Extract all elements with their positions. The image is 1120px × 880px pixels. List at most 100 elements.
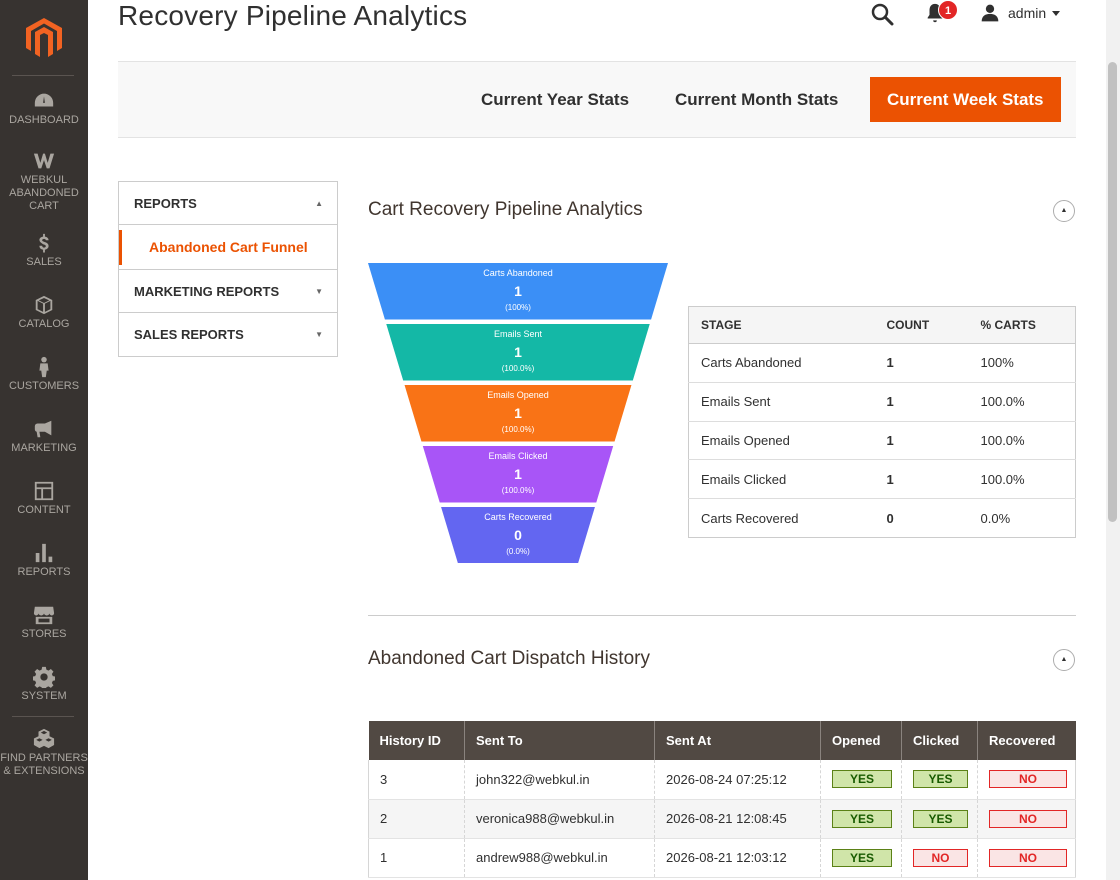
- stage-column-header: STAGE: [688, 306, 875, 344]
- clicked-status-badge: NO: [913, 848, 968, 867]
- dollar-icon: [33, 232, 55, 254]
- nav-customers[interactable]: CUSTOMERS: [0, 356, 88, 393]
- sent-at-column-header[interactable]: Sent At: [654, 721, 821, 760]
- page-title: Recovery Pipeline Analytics: [118, 0, 468, 31]
- current-year-stats-button[interactable]: Current Year Stats: [481, 90, 630, 109]
- recovered-column-header[interactable]: Recovered: [977, 721, 1076, 760]
- person-icon: [33, 356, 55, 378]
- recovered-cell: NO: [977, 838, 1076, 878]
- store-icon: [33, 604, 55, 626]
- chevron-up-icon: ▲: [315, 199, 323, 208]
- sent-at-cell: 2026-08-21 12:08:45: [654, 799, 821, 839]
- nav-marketing[interactable]: MARKETING: [0, 418, 88, 455]
- opened-status-badge: YES: [832, 809, 892, 828]
- megaphone-icon: [33, 418, 55, 440]
- menu-marketing-label: MARKETING REPORTS: [134, 284, 280, 299]
- nav-dashboard[interactable]: DASHBOARD: [0, 90, 88, 127]
- clicked-cell: YES: [901, 760, 978, 800]
- pipeline-stage-table: STAGE COUNT % CARTS Carts Abandoned 1 100%…: [688, 306, 1076, 538]
- sidebar-divider: [12, 716, 74, 717]
- nav-content[interactable]: CONTENT: [0, 480, 88, 517]
- history-id-column-header[interactable]: History ID: [368, 721, 465, 760]
- chevron-down-icon: [1052, 10, 1061, 16]
- funnel-stage-pct: (100%): [505, 303, 531, 312]
- global-search-button[interactable]: [870, 2, 894, 26]
- nav-label: REPORTS: [17, 566, 71, 578]
- menu-reports-header[interactable]: REPORTS ▲: [119, 182, 337, 225]
- funnel-stage-count: 1: [514, 283, 522, 299]
- stats-period-bar: Current Year Stats Current Month Stats C…: [118, 61, 1076, 138]
- user-name: admin: [1008, 5, 1047, 21]
- stage-count: 1: [874, 382, 969, 422]
- webkul-icon: [33, 150, 55, 172]
- pipeline-collapse-button[interactable]: ▲: [1053, 200, 1075, 222]
- stage-name: Emails Opened: [688, 421, 875, 461]
- stage-row: Emails Opened 1 100.0%: [688, 421, 1076, 461]
- user-icon: [981, 4, 999, 22]
- funnel-segment: [368, 263, 668, 320]
- sent-at-cell: 2026-08-21 12:03:12: [654, 838, 821, 878]
- clicked-status-badge: YES: [913, 809, 968, 828]
- clicked-status-badge: YES: [913, 770, 968, 789]
- nav-label: FIND PARTNERS & EXTENSIONS: [0, 752, 88, 777]
- nav-stores[interactable]: STORES: [0, 604, 88, 641]
- pct-column-header: % CARTS: [968, 306, 1076, 344]
- funnel-stage-count: 1: [514, 405, 522, 421]
- user-account-menu[interactable]: admin: [980, 2, 1061, 24]
- count-column-header: COUNT: [874, 306, 969, 344]
- opened-cell: YES: [820, 760, 902, 800]
- history-collapse-button[interactable]: ▲: [1053, 649, 1075, 671]
- clicked-column-header[interactable]: Clicked: [901, 721, 978, 760]
- history-row[interactable]: 1 andrew988@webkul.in 2026-08-21 12:03:12 Y…: [368, 838, 1076, 878]
- stage-pct: 100.0%: [968, 382, 1076, 422]
- menu-sales-label: SALES REPORTS: [134, 327, 244, 342]
- history-row[interactable]: 2 veronica988@webkul.in 2026-08-21 12:08:4…: [368, 799, 1076, 839]
- nav-sales[interactable]: SALES: [0, 232, 88, 269]
- nav-find-partners[interactable]: FIND PARTNERS & EXTENSIONS: [0, 728, 88, 778]
- menu-sales-reports-header[interactable]: SALES REPORTS ▼: [119, 313, 337, 356]
- recovered-status-badge: NO: [989, 809, 1067, 828]
- funnel-stage-pct: (0.0%): [506, 547, 530, 556]
- sent-to-cell: veronica988@webkul.in: [464, 799, 655, 839]
- cubes-icon: [33, 728, 55, 750]
- notifications-count-badge: 1: [938, 0, 958, 20]
- nav-catalog[interactable]: CATALOG: [0, 294, 88, 331]
- current-week-stats-button[interactable]: Current Week Stats: [870, 77, 1061, 122]
- opened-status-badge: YES: [832, 848, 892, 867]
- menu-item-abandoned-cart-funnel[interactable]: Abandoned Cart Funnel: [119, 225, 337, 270]
- magento-logo-icon[interactable]: [26, 18, 62, 58]
- nav-label: WEBKUL ABANDONED CART: [9, 174, 79, 212]
- stage-row: Carts Recovered 0 0.0%: [689, 499, 1076, 538]
- current-month-stats-button[interactable]: Current Month Stats: [675, 90, 839, 109]
- nav-system[interactable]: SYSTEM: [0, 666, 88, 703]
- stage-name: Carts Abandoned: [688, 343, 875, 383]
- recovered-status-badge: NO: [989, 770, 1067, 789]
- layout-icon: [33, 480, 55, 502]
- dashboard-icon: [33, 90, 55, 112]
- stage-count: 1: [874, 421, 969, 461]
- opened-status-badge: YES: [832, 770, 892, 789]
- sent-to-column-header[interactable]: Sent To: [464, 721, 655, 760]
- nav-label: CONTENT: [17, 504, 71, 516]
- sent-to-cell: andrew988@webkul.in: [464, 838, 655, 878]
- history-id-cell: 2: [368, 799, 465, 839]
- funnel-stage-count: 1: [514, 466, 522, 482]
- nav-label: CUSTOMERS: [8, 380, 80, 392]
- nav-label: SYSTEM: [21, 690, 67, 702]
- nav-webkul-abandoned-cart[interactable]: WEBKUL ABANDONED CART: [0, 150, 88, 213]
- chevron-down-icon: ▼: [315, 287, 323, 296]
- funnel-segment: [404, 385, 632, 442]
- recovered-cell: NO: [977, 799, 1076, 839]
- reports-side-menu: REPORTS ▲ Abandoned Cart Funnel MARKETIN…: [118, 181, 338, 357]
- funnel-stage-pct: (100.0%): [502, 425, 535, 434]
- nav-label: CATALOG: [18, 318, 70, 330]
- nav-reports[interactable]: REPORTS: [0, 542, 88, 579]
- funnel-stage-pct: (100.0%): [502, 364, 535, 373]
- page-scrollbar-thumb[interactable]: [1108, 62, 1117, 522]
- menu-marketing-reports-header[interactable]: MARKETING REPORTS ▼: [119, 270, 337, 313]
- history-row[interactable]: 3 john322@webkul.in 2026-08-24 07:25:12 YES…: [368, 760, 1076, 800]
- chevron-down-icon: ▼: [315, 330, 323, 339]
- pipeline-funnel-chart: Carts Abandoned 1 (100%) Emails Sent 1 (100.0…: [368, 263, 668, 564]
- opened-column-header[interactable]: Opened: [820, 721, 902, 760]
- nav-label: STORES: [21, 628, 67, 640]
